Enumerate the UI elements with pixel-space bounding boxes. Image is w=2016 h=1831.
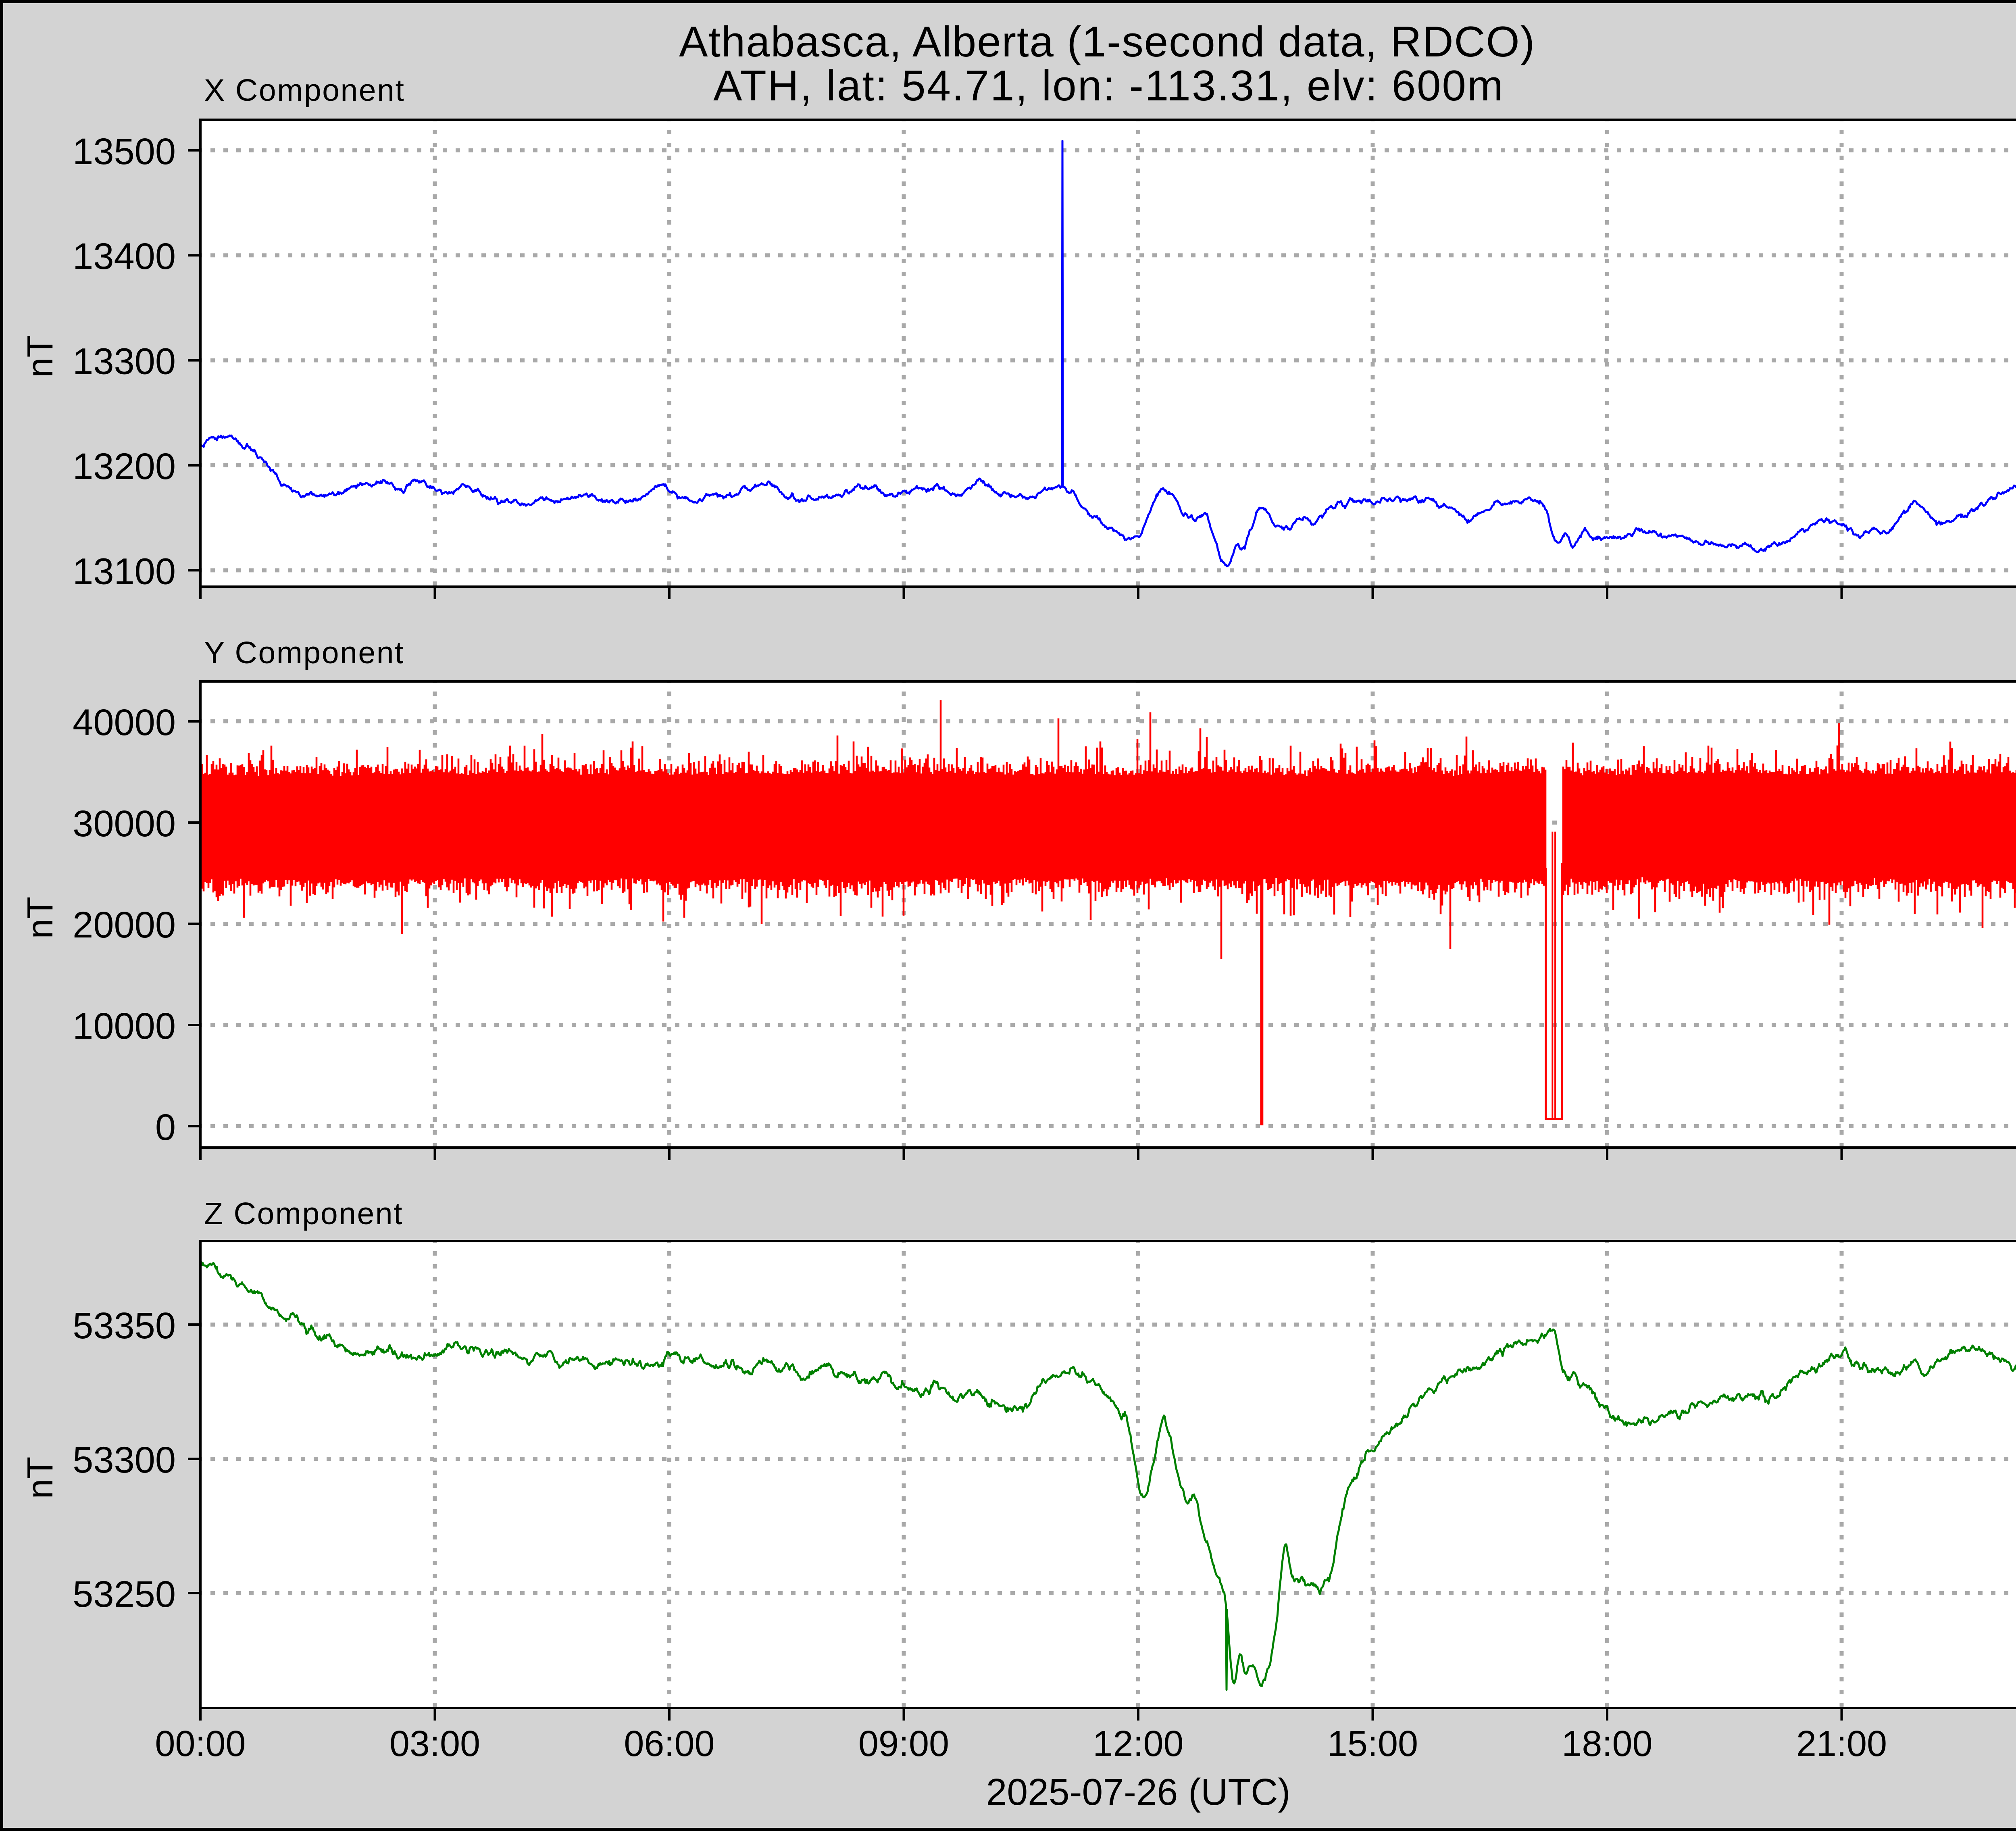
svg-text:15:00: 15:00 <box>1327 1724 1418 1764</box>
svg-text:2025-07-26 (UTC): 2025-07-26 (UTC) <box>986 1771 1291 1813</box>
svg-text:Y Component: Y Component <box>204 635 404 670</box>
svg-text:03:00: 03:00 <box>389 1724 480 1764</box>
svg-text:53350: 53350 <box>73 1305 176 1346</box>
svg-text:12:00: 12:00 <box>1093 1724 1183 1764</box>
svg-text:Z Component: Z Component <box>204 1196 403 1231</box>
svg-text:ATH, lat: 54.71, lon: -113.31,: ATH, lat: 54.71, lon: -113.31, elv: 600m <box>713 61 1504 110</box>
svg-text:10000: 10000 <box>73 1006 176 1047</box>
svg-text:53300: 53300 <box>73 1439 176 1481</box>
svg-text:nT: nT <box>20 335 60 377</box>
svg-text:Athabasca, Alberta (1-second d: Athabasca, Alberta (1-second data, RDCO) <box>679 17 1535 66</box>
svg-text:nT: nT <box>20 896 60 939</box>
svg-text:X Component: X Component <box>204 73 405 108</box>
svg-text:30000: 30000 <box>73 803 176 844</box>
svg-text:13500: 13500 <box>73 131 176 172</box>
svg-text:13100: 13100 <box>73 551 176 592</box>
svg-text:40000: 40000 <box>73 702 176 743</box>
svg-text:13400: 13400 <box>73 236 176 277</box>
svg-text:00:00: 00:00 <box>155 1724 246 1764</box>
svg-text:06:00: 06:00 <box>624 1724 714 1764</box>
svg-text:20000: 20000 <box>73 904 176 946</box>
svg-text:53250: 53250 <box>73 1574 176 1615</box>
svg-text:09:00: 09:00 <box>858 1724 949 1764</box>
svg-text:13200: 13200 <box>73 446 176 487</box>
svg-text:13300: 13300 <box>73 341 176 382</box>
svg-text:21:00: 21:00 <box>1796 1724 1887 1764</box>
svg-text:nT: nT <box>20 1456 60 1499</box>
svg-text:0: 0 <box>155 1107 176 1148</box>
svg-text:18:00: 18:00 <box>1562 1724 1652 1764</box>
